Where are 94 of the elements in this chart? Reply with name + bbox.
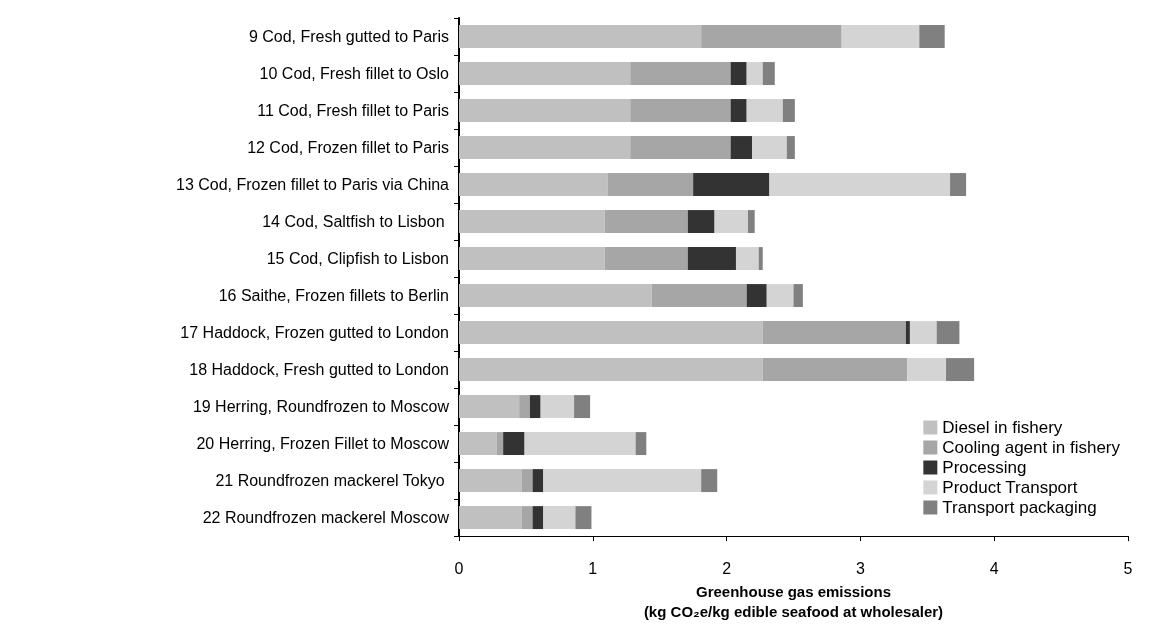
x-axis-title: Greenhouse gas emissions (kg CO₂e/kg edible seafood at wholesaler) — [643, 582, 944, 620]
legend-label: Cooling agent in fishery — [942, 438, 1121, 457]
bar — [693, 173, 770, 196]
bar — [701, 25, 842, 48]
x-tick-label: 5 — [1123, 559, 1133, 577]
bar — [766, 284, 794, 308]
bar — [746, 62, 763, 85]
y-tick-label: 13 Cod, Frozen fillet to Paris via China — [175, 176, 450, 194]
y-tick-label: 19 Herring, Roundfrozen to Moscow — [192, 398, 450, 416]
y-tick-label: 22 Roundfrozen mackerel Moscow — [202, 509, 450, 527]
bar — [905, 321, 910, 345]
bar — [543, 506, 576, 530]
bar — [746, 284, 767, 308]
bar — [459, 321, 763, 345]
bar — [793, 284, 803, 308]
bar — [607, 173, 694, 196]
bar — [524, 432, 636, 456]
bar — [762, 358, 908, 382]
bar — [762, 321, 906, 345]
bar — [735, 247, 759, 271]
y-tick-label: 11 Cod, Fresh fillet to Paris — [257, 102, 449, 120]
bar — [459, 284, 652, 308]
bar — [459, 432, 497, 456]
bar — [907, 358, 947, 382]
y-tick-label: 12 Cod, Frozen fillet to Paris — [247, 139, 449, 157]
bar — [540, 395, 575, 419]
bar — [459, 99, 631, 122]
bar — [574, 395, 591, 419]
bar — [459, 506, 522, 530]
bar — [604, 210, 688, 234]
y-tick-label: 16 Saithe, Frozen fillets to Berlin — [218, 287, 449, 305]
bar — [758, 247, 763, 271]
y-tick-label: 21 Roundfrozen mackerel Tokyo — [215, 472, 449, 490]
y-tick-label: 17 Haddock, Frozen gutted to London — [180, 324, 449, 342]
bar — [752, 136, 787, 159]
bar — [496, 432, 504, 456]
bar — [630, 62, 731, 85]
x-tick-label: 4 — [989, 559, 999, 577]
bar — [521, 469, 533, 493]
bar — [746, 99, 783, 122]
bar — [730, 99, 747, 122]
legend-label: Transport packaging — [942, 498, 1097, 517]
bar — [459, 210, 605, 234]
bar — [532, 506, 544, 530]
bar — [459, 136, 631, 159]
bar — [762, 62, 775, 85]
legend-label: Diesel in fishery — [942, 418, 1063, 437]
bar — [730, 62, 747, 85]
x-tick-label: 2 — [722, 559, 732, 577]
bar — [459, 358, 763, 382]
bar — [782, 99, 795, 122]
y-tick-label: 20 Herring, Frozen Fillet to Moscow — [196, 435, 450, 453]
bar — [532, 469, 544, 493]
bar — [459, 395, 520, 419]
x-tick-label: 1 — [588, 559, 598, 577]
bar — [651, 284, 747, 308]
y-tick-label: 14 Cod, Saltfish to Lisbon — [262, 213, 449, 231]
bar — [503, 432, 525, 456]
bar — [841, 25, 920, 48]
bar — [786, 136, 795, 159]
legend-label: Product Transport — [942, 478, 1078, 497]
bar — [946, 358, 975, 382]
y-tick-label: 10 Cod, Fresh fillet to Oslo — [259, 65, 450, 83]
bar — [459, 173, 608, 196]
bar — [635, 432, 647, 456]
x-tick-label: 0 — [454, 559, 464, 577]
bar — [529, 395, 541, 419]
bar — [687, 210, 715, 234]
bar — [604, 247, 688, 271]
bar — [459, 62, 631, 85]
y-tick-label: 15 Cod, Clipfish to Lisbon — [266, 250, 449, 268]
bar — [521, 506, 533, 530]
bar — [630, 136, 731, 159]
bar — [730, 136, 753, 159]
bar — [575, 506, 592, 530]
bar — [701, 469, 718, 493]
bar — [459, 247, 605, 271]
bar — [543, 469, 702, 493]
bar — [950, 173, 967, 196]
bar — [519, 395, 530, 419]
y-tick-label: 18 Haddock, Fresh gutted to London — [189, 361, 449, 379]
bar — [459, 469, 522, 493]
bar — [714, 210, 749, 234]
y-tick-label: 9 Cod, Fresh gutted to Paris — [248, 28, 449, 45]
bar — [769, 173, 951, 196]
legend-label: Processing — [942, 458, 1027, 477]
bar — [687, 247, 736, 271]
bar — [630, 99, 731, 122]
bar — [909, 321, 937, 345]
bar — [936, 321, 960, 345]
bar — [459, 25, 702, 48]
x-tick-label: 3 — [855, 559, 865, 577]
bar — [919, 25, 945, 48]
bar — [748, 210, 755, 234]
